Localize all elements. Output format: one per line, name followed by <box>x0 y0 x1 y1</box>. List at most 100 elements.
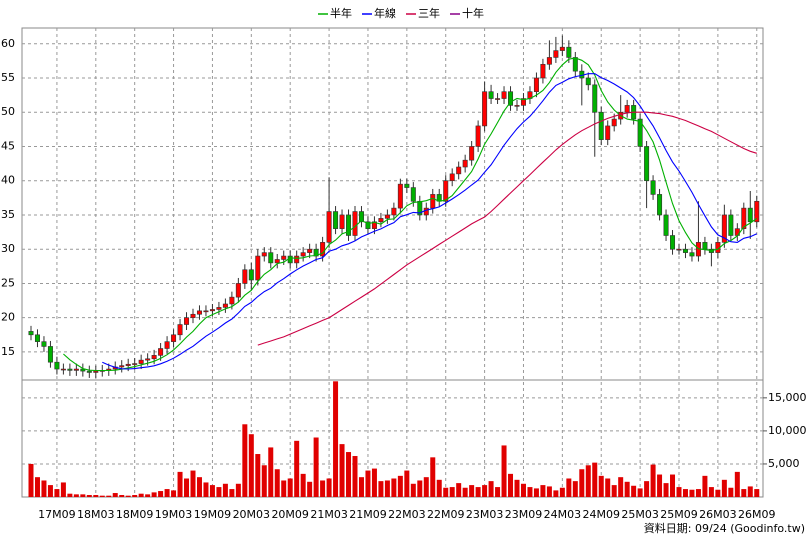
volume-bar <box>475 487 481 497</box>
candle-body <box>209 309 215 312</box>
candle-body <box>657 194 663 216</box>
candle-body <box>676 248 682 251</box>
moving-average-line <box>63 57 758 372</box>
candle-body <box>358 211 364 223</box>
y2-tick-label: 15,000 <box>768 391 807 404</box>
volume-bar <box>462 487 468 497</box>
candle-body <box>47 346 53 363</box>
volume-bar <box>307 481 313 497</box>
volume-bar <box>242 424 248 497</box>
volume-bar <box>430 457 436 497</box>
volume-bar <box>410 483 416 497</box>
volume-bar <box>566 478 572 497</box>
volume-bar <box>721 479 727 497</box>
volume-bar <box>417 480 423 497</box>
volume-bar <box>171 490 177 497</box>
volume-bar <box>371 468 377 497</box>
candle-body <box>482 91 488 127</box>
volume-bar <box>488 481 494 497</box>
x-tick-label: 25M03 <box>621 508 659 521</box>
volume-bar <box>112 493 118 497</box>
x-tick-label: 26M09 <box>738 508 776 521</box>
volume-bar <box>436 479 442 497</box>
volume-bar <box>132 495 138 497</box>
candle-body <box>741 207 747 229</box>
volume-bar <box>618 477 624 497</box>
candle-body <box>54 361 60 370</box>
candle-body <box>177 324 183 336</box>
volume-bar <box>631 485 637 497</box>
candle-body <box>132 363 138 365</box>
y-tick-label: 40 <box>1 174 15 187</box>
x-tick-label: 23M03 <box>466 508 504 521</box>
candle-body <box>592 84 598 113</box>
candle-body <box>242 269 248 284</box>
candle-body <box>747 207 753 223</box>
volume-bar <box>611 485 617 497</box>
volume-bar <box>540 485 546 497</box>
volume-bar <box>365 470 371 497</box>
volume-bar <box>508 473 514 497</box>
candle-body <box>443 180 449 202</box>
volume-bar <box>268 447 274 497</box>
candle-body <box>216 307 222 310</box>
candle-body <box>488 91 494 99</box>
y-tick-label: 25 <box>1 276 15 289</box>
volume-bar <box>747 486 753 497</box>
x-tick-label: 25M09 <box>660 508 698 521</box>
x-tick-label: 18M03 <box>77 508 115 521</box>
candle-body <box>158 348 164 356</box>
candle-body <box>520 98 526 106</box>
volume-bar <box>209 485 215 497</box>
y-tick-label: 55 <box>1 71 15 84</box>
y-tick-label: 50 <box>1 105 15 118</box>
volume-bar <box>682 489 688 497</box>
volume-bar <box>177 471 183 497</box>
candle-body <box>125 363 131 366</box>
candle-body <box>702 242 708 250</box>
volume-bar <box>553 490 559 497</box>
candle-body <box>339 214 345 229</box>
volume-bar <box>86 495 92 497</box>
candle-body <box>449 173 455 182</box>
volume-bar <box>119 495 125 497</box>
candle-body <box>637 118 643 147</box>
x-tick-label: 21M09 <box>349 508 387 521</box>
y-tick-label: 45 <box>1 139 15 152</box>
x-tick-label: 19M09 <box>194 508 232 521</box>
volume-bar <box>235 483 241 497</box>
candle-body <box>572 57 578 72</box>
volume-bar <box>391 478 397 497</box>
candle-body <box>203 310 209 313</box>
volume-bar <box>28 463 34 497</box>
volume-bar <box>741 489 747 497</box>
volume-bar <box>592 462 598 497</box>
candle-body <box>553 50 559 58</box>
legend-label: 十年 <box>462 6 484 20</box>
volume-bar <box>300 473 306 497</box>
volume-bar <box>378 481 384 497</box>
volume-bar <box>501 445 507 497</box>
x-tick-label: 17M09 <box>38 508 76 521</box>
candle-body <box>663 214 669 236</box>
moving-average-line <box>102 73 758 370</box>
volume-bar <box>533 488 539 497</box>
candle-body <box>326 211 332 243</box>
volume-bar <box>624 481 630 497</box>
candle-body <box>171 334 177 342</box>
volume-bar <box>54 489 60 497</box>
candle-body <box>248 269 254 281</box>
volume-bar <box>695 489 701 497</box>
volume-bar <box>689 489 695 497</box>
candle-body <box>611 118 617 127</box>
candle-body <box>93 370 99 373</box>
candle-body <box>73 368 79 371</box>
candle-body <box>196 310 202 315</box>
volume-bar <box>145 494 151 497</box>
volume-bar <box>456 483 462 497</box>
candle-body <box>721 214 727 243</box>
volume-bar <box>358 477 364 497</box>
volume-bar <box>67 493 73 497</box>
candle-body <box>728 214 734 236</box>
x-tick-label: 24M09 <box>582 508 620 521</box>
